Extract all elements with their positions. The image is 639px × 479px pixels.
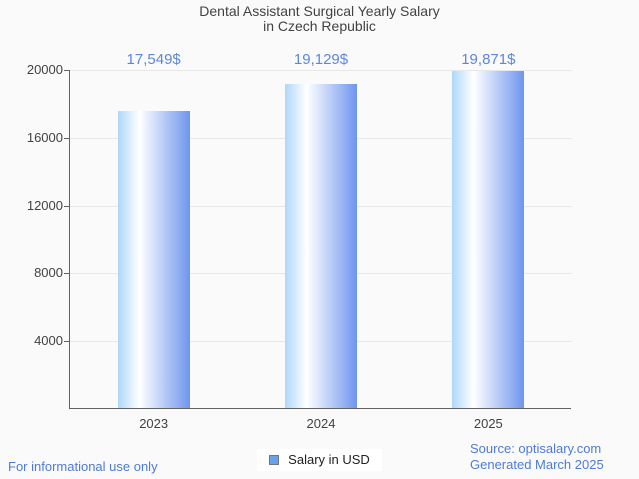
y-axis-tick <box>64 70 70 71</box>
source-block: Source: optisalary.com Generated March 2… <box>470 441 604 473</box>
y-axis-tick <box>64 273 70 274</box>
y-axis-label: 16000 <box>26 130 63 145</box>
chart-title-line1: Dental Assistant Surgical Yearly Salary <box>199 3 440 19</box>
bar-2023 <box>118 111 190 408</box>
bar-2025 <box>452 71 524 408</box>
source-text: Source: optisalary.com <box>470 441 602 456</box>
x-axis-label: 2023 <box>139 416 169 431</box>
legend-label: Salary in USD <box>288 452 370 467</box>
y-axis-tick <box>64 138 70 139</box>
y-axis-tick <box>64 341 70 342</box>
plot-area: 4000 8000 12000 16000 20000 17,549$ 2023 19,129… <box>27 51 572 431</box>
disclaimer-text: For informational use only <box>8 459 158 474</box>
legend-swatch <box>269 454 280 465</box>
legend: Salary in USD <box>257 449 382 471</box>
x-axis-label: 2025 <box>473 416 503 431</box>
legend-row: Salary in USD <box>0 449 639 471</box>
x-axis-label: 2024 <box>306 416 336 431</box>
y-axis-label: 4000 <box>34 333 63 348</box>
bar-value-label: 17,549$ <box>126 51 181 68</box>
gridline <box>70 70 572 71</box>
y-axis-label: 20000 <box>26 62 63 77</box>
chart-title-line2: in Czech Republic <box>263 18 376 34</box>
generated-text: Generated March 2025 <box>470 457 604 472</box>
bar-value-label: 19,129$ <box>293 51 349 68</box>
bar-value-label: 19,871$ <box>461 51 516 68</box>
y-axis-label: 8000 <box>34 265 63 280</box>
bar-2024 <box>285 84 357 408</box>
y-axis-tick <box>64 206 70 207</box>
y-axis-label: 12000 <box>26 198 63 213</box>
chart-title: Dental Assistant Surgical Yearly Salary … <box>0 4 639 34</box>
